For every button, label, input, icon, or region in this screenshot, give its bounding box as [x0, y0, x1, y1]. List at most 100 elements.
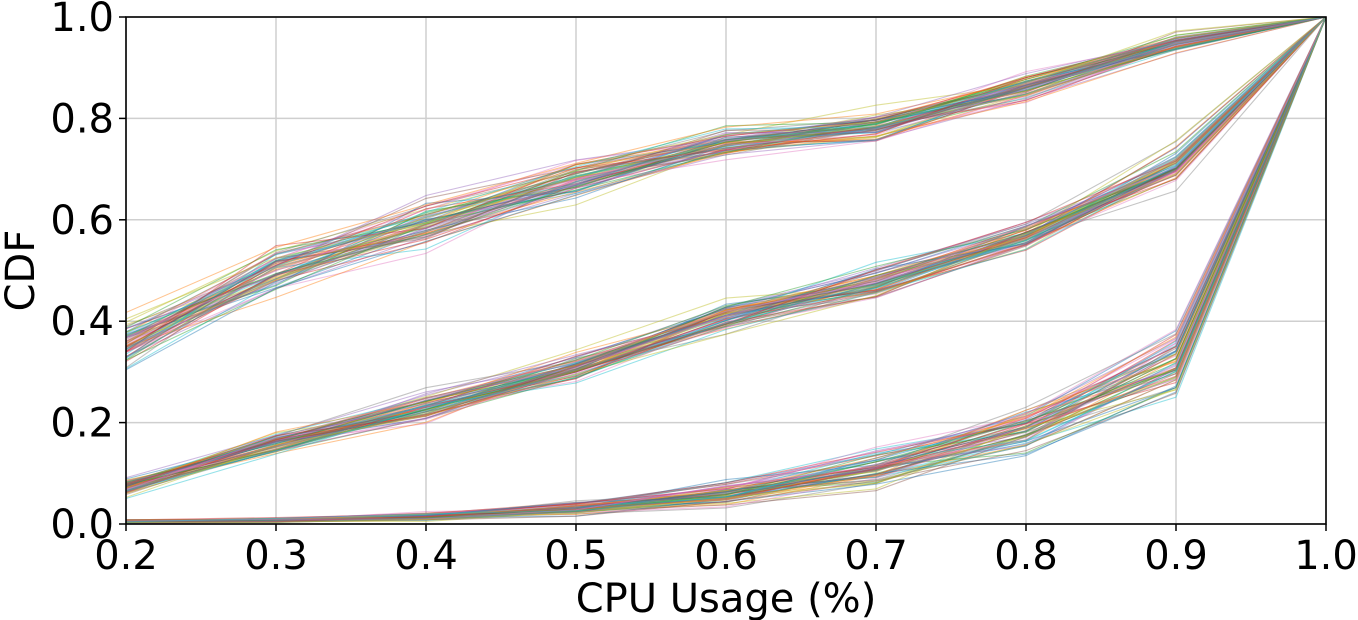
cdf-series-line-group-2 [125, 16, 1327, 490]
cdf-series-line-group-3 [126, 16, 1327, 523]
cdf-series-line-group-1 [125, 16, 1327, 347]
cdf-series-line-group-3 [125, 16, 1327, 525]
cdf-series-line-group-2 [125, 16, 1327, 485]
cdf-series-line-group-2 [125, 16, 1327, 500]
cdf-series-line-group-2 [125, 16, 1327, 487]
cdf-series-line-group-1 [125, 16, 1327, 338]
cdf-series-line-group-3 [125, 16, 1327, 522]
cdf-series-line-group-2 [125, 16, 1327, 490]
cdf-series-line-group-3 [125, 16, 1327, 521]
cdf-series-line-group-2 [125, 16, 1327, 483]
cdf-series-line-group-1 [125, 16, 1327, 333]
cdf-series-line-group-2 [125, 16, 1327, 484]
cdf-series-line-group-2 [125, 16, 1327, 486]
cdf-series-line-group-1 [125, 16, 1327, 357]
x-tick-label: 0.7 [844, 533, 908, 579]
cdf-series-line-group-3 [125, 16, 1327, 523]
cdf-series-line-group-1 [125, 16, 1327, 370]
y-tick-label: 0.6 [50, 198, 114, 244]
cdf-series-line-group-3 [125, 16, 1327, 522]
cdf-series-line-group-1 [125, 16, 1327, 345]
cdf-series-line-group-2 [125, 16, 1327, 485]
cdf-series-line-group-1 [125, 16, 1327, 339]
cdf-series-line-group-1 [125, 16, 1327, 361]
cdf-series-line-group-2 [125, 16, 1327, 484]
cdf-series-line-group-2 [125, 16, 1327, 492]
cdf-series-line-group-3 [125, 16, 1327, 522]
cdf-series-line-group-2 [125, 16, 1327, 483]
cdf-series-line-group-2 [125, 16, 1327, 487]
cdf-series-line-group-3 [125, 16, 1327, 523]
cdf-series-line-group-1 [125, 16, 1327, 334]
cdf-series-line-group-3 [125, 16, 1327, 523]
cdf-series-line-group-3 [126, 16, 1327, 523]
cdf-series-line-group-1 [125, 16, 1327, 338]
cdf-series-line-group-3 [125, 16, 1327, 522]
x-ticks: 0.2 0.3 0.4 0.5 0.6 0.7 0.8 0.9 1.0 [94, 524, 1358, 579]
cdf-series-line-group-1 [125, 16, 1327, 338]
cdf-series-line-group-3 [126, 16, 1327, 522]
cdf-series-line-group-1 [125, 16, 1327, 353]
cdf-series-line-group-1 [125, 16, 1327, 339]
cdf-series-line-group-1 [125, 16, 1327, 340]
cdf-series-line-group-3 [125, 16, 1327, 523]
y-tick-label: 0.4 [50, 299, 114, 345]
cdf-series-line-group-2 [125, 16, 1327, 486]
cdf-series-line-group-1 [125, 16, 1327, 344]
y-tick-label: 1.0 [50, 0, 114, 41]
cdf-series-line-group-1 [125, 16, 1327, 327]
cdf-series-line-group-3 [125, 16, 1327, 521]
cdf-series-line-group-2 [125, 16, 1327, 487]
cdf-series-line-group-2 [125, 16, 1327, 491]
cdf-series-line-group-3 [125, 16, 1327, 522]
cdf-series-line-group-2 [125, 16, 1327, 482]
cdf-series-line-group-3 [125, 16, 1327, 522]
cdf-series-line-group-1 [125, 16, 1327, 320]
x-axis-label: CPU Usage (%) [576, 576, 877, 620]
cdf-series-line-group-1 [125, 16, 1327, 339]
cdf-series-line-group-3 [125, 16, 1327, 521]
cdf-series-line-group-1 [125, 16, 1327, 351]
cdf-series-line-group-2 [125, 16, 1327, 490]
cdf-series-line-group-3 [125, 16, 1327, 522]
cdf-series-line-group-3 [125, 16, 1327, 523]
cdf-series-line-group-3 [125, 16, 1327, 521]
cdf-series-line-group-2 [125, 16, 1327, 485]
cdf-series-line-group-1 [125, 16, 1327, 348]
cdf-series-line-group-1 [125, 16, 1327, 339]
cdf-series-line-group-1 [125, 16, 1327, 362]
cdf-series-line-group-3 [125, 16, 1327, 523]
cdf-series-line-group-2 [125, 16, 1327, 488]
cdf-series-line-group-2 [125, 16, 1327, 485]
cdf-series-line-group-2 [125, 16, 1327, 488]
cdf-series-line-group-1 [125, 16, 1327, 346]
cdf-series-line-group-2 [125, 16, 1327, 489]
cdf-series-line-group-3 [125, 16, 1327, 523]
cdf-series-line-group-3 [125, 16, 1327, 523]
cdf-series-line-group-1 [125, 16, 1327, 323]
cdf-series-line-group-1 [125, 16, 1327, 348]
cdf-series-line-group-2 [125, 16, 1327, 481]
cdf-series-line-group-1 [125, 16, 1327, 335]
cdf-series-line-group-1 [125, 16, 1327, 353]
cdf-series-line-group-2 [125, 16, 1327, 493]
cdf-series-line-group-1 [125, 16, 1327, 337]
cdf-series-line-group-2 [125, 16, 1327, 489]
cdf-series-line-group-3 [126, 16, 1327, 521]
cdf-series-line-group-3 [125, 16, 1327, 524]
cdf-series-line-group-1 [125, 16, 1327, 347]
cdf-series-line-group-3 [125, 16, 1327, 522]
cdf-series-line-group-1 [125, 16, 1327, 339]
cdf-series-line-group-1 [125, 16, 1327, 342]
cdf-series-line-group-1 [125, 16, 1327, 350]
cdf-series-line-group-3 [125, 16, 1327, 523]
cdf-series-line-group-2 [125, 16, 1327, 484]
cdf-series-line-group-3 [125, 16, 1327, 522]
cdf-series-line-group-3 [125, 16, 1327, 523]
cdf-series-line-group-3 [125, 16, 1327, 522]
cdf-series-line-group-2 [125, 16, 1327, 489]
cdf-series-line-group-2 [125, 16, 1327, 485]
cdf-series-line-group-1 [125, 16, 1327, 357]
cdf-series-line-group-2 [125, 16, 1327, 494]
cdf-series-line-group-1 [125, 16, 1327, 329]
